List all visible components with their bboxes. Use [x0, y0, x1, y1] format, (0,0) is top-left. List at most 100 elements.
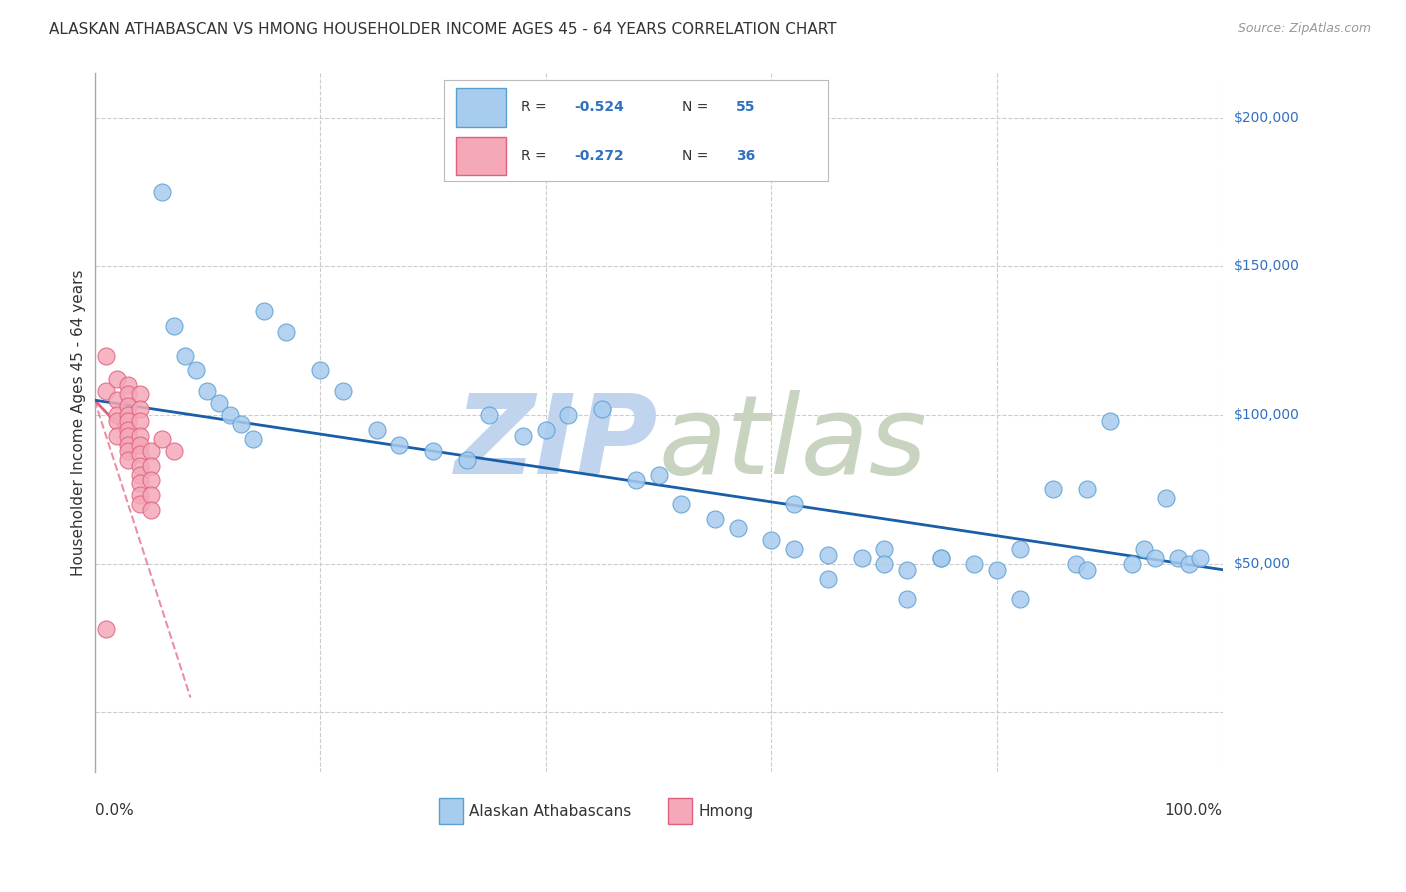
Point: [253, 304, 276, 318]
Point: [128, 458, 150, 473]
Point: [105, 429, 128, 443]
Point: [896, 563, 918, 577]
Point: [128, 387, 150, 401]
Point: [128, 438, 150, 452]
Y-axis label: Householder Income Ages 45 - 64 years: Householder Income Ages 45 - 64 years: [72, 269, 86, 575]
Text: atlas: atlas: [658, 390, 927, 497]
Point: [105, 408, 128, 422]
Point: [963, 557, 986, 571]
Point: [231, 417, 253, 431]
Point: [896, 592, 918, 607]
Point: [1076, 483, 1098, 497]
Point: [986, 563, 1008, 577]
Text: ZIP: ZIP: [456, 390, 658, 497]
Point: [208, 396, 231, 410]
Point: [1008, 541, 1031, 556]
Point: [1042, 483, 1064, 497]
Point: [128, 402, 150, 417]
Point: [783, 497, 806, 511]
Point: [94, 384, 117, 399]
Point: [1166, 550, 1188, 565]
Point: [117, 378, 139, 392]
Point: [783, 541, 806, 556]
Point: [105, 414, 128, 428]
Point: [591, 402, 613, 417]
Point: [128, 447, 150, 461]
Point: [1064, 557, 1087, 571]
Point: [117, 423, 139, 437]
Point: [184, 363, 207, 377]
Point: [817, 572, 839, 586]
Point: [139, 488, 162, 502]
Text: 0.0%: 0.0%: [94, 804, 134, 819]
Point: [128, 414, 150, 428]
Point: [817, 548, 839, 562]
Point: [139, 474, 162, 488]
Point: [94, 349, 117, 363]
Point: [456, 452, 478, 467]
Point: [276, 325, 298, 339]
Point: [422, 443, 444, 458]
Text: 100.0%: 100.0%: [1164, 804, 1223, 819]
Text: $150,000: $150,000: [1233, 260, 1299, 273]
Text: Source: ZipAtlas.com: Source: ZipAtlas.com: [1237, 22, 1371, 36]
Point: [128, 467, 150, 482]
Point: [150, 185, 173, 199]
Text: Alaskan Athabascans: Alaskan Athabascans: [470, 804, 631, 819]
Point: [1121, 557, 1143, 571]
Point: [117, 408, 139, 422]
Text: Hmong: Hmong: [699, 804, 754, 819]
Point: [173, 349, 195, 363]
Point: [242, 432, 264, 446]
Point: [128, 476, 150, 491]
Point: [150, 432, 173, 446]
Point: [727, 521, 749, 535]
Point: [128, 497, 150, 511]
Point: [105, 393, 128, 408]
Point: [128, 429, 150, 443]
Point: [1143, 550, 1166, 565]
Point: [366, 423, 388, 437]
Point: [117, 438, 139, 452]
Point: [1008, 592, 1031, 607]
Point: [557, 408, 579, 422]
Point: [1178, 557, 1201, 571]
Point: [512, 429, 534, 443]
Text: ALASKAN ATHABASCAN VS HMONG HOUSEHOLDER INCOME AGES 45 - 64 YEARS CORRELATION CH: ALASKAN ATHABASCAN VS HMONG HOUSEHOLDER …: [49, 22, 837, 37]
Point: [624, 474, 647, 488]
Point: [1154, 491, 1177, 506]
Point: [105, 372, 128, 386]
Point: [647, 467, 669, 482]
Point: [117, 387, 139, 401]
Point: [195, 384, 218, 399]
Point: [117, 399, 139, 413]
Text: $200,000: $200,000: [1233, 111, 1299, 125]
Point: [139, 503, 162, 517]
Text: $50,000: $50,000: [1233, 557, 1291, 571]
Point: [94, 622, 117, 636]
Point: [929, 550, 952, 565]
Text: $100,000: $100,000: [1233, 408, 1299, 422]
Point: [309, 363, 332, 377]
Point: [139, 458, 162, 473]
Point: [761, 533, 783, 547]
Point: [478, 408, 501, 422]
Point: [1076, 563, 1098, 577]
Point: [139, 443, 162, 458]
Point: [929, 550, 952, 565]
Point: [117, 414, 139, 428]
Point: [669, 497, 692, 511]
Point: [332, 384, 354, 399]
Point: [873, 557, 896, 571]
Point: [704, 512, 727, 526]
Point: [117, 443, 139, 458]
Point: [219, 408, 242, 422]
Point: [128, 488, 150, 502]
FancyBboxPatch shape: [668, 797, 692, 824]
Point: [534, 423, 557, 437]
Point: [117, 452, 139, 467]
Point: [388, 438, 411, 452]
Point: [117, 429, 139, 443]
Point: [851, 550, 873, 565]
Point: [1132, 541, 1154, 556]
